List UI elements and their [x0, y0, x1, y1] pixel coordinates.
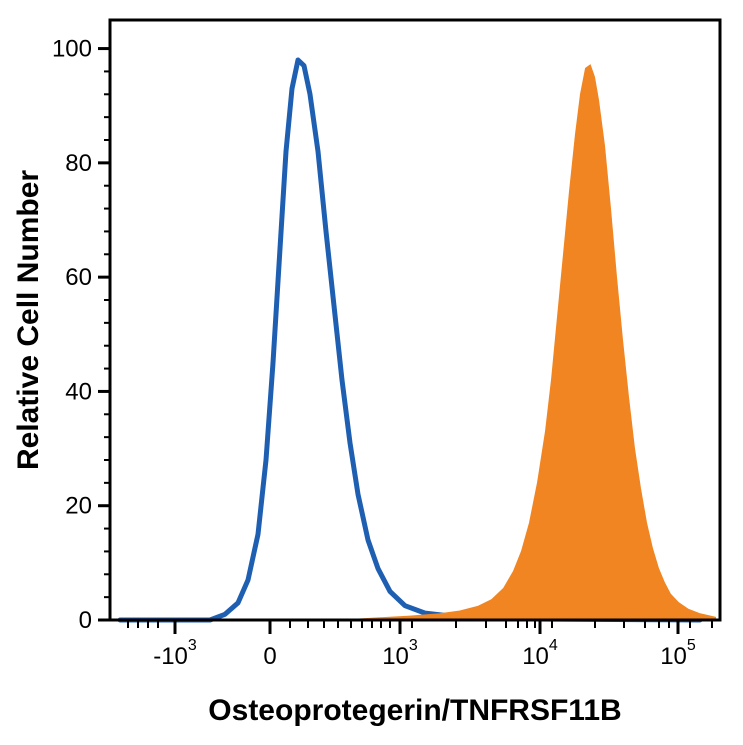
y-tick-label: 20: [65, 493, 92, 520]
chart-container: 020406080100-1030103104105Relative Cell …: [0, 0, 743, 745]
y-tick-label: 60: [65, 264, 92, 291]
y-tick-label: 40: [65, 378, 92, 405]
y-axis-label: Relative Cell Number: [12, 170, 45, 470]
flow-histogram: 020406080100-1030103104105Relative Cell …: [0, 0, 743, 745]
y-tick-label: 80: [65, 150, 92, 177]
x-tick-label: 0: [263, 643, 276, 670]
y-tick-label: 100: [52, 36, 92, 63]
x-axis-label: Osteoprotegerin/TNFRSF11B: [208, 694, 621, 727]
y-tick-label: 0: [79, 607, 92, 634]
